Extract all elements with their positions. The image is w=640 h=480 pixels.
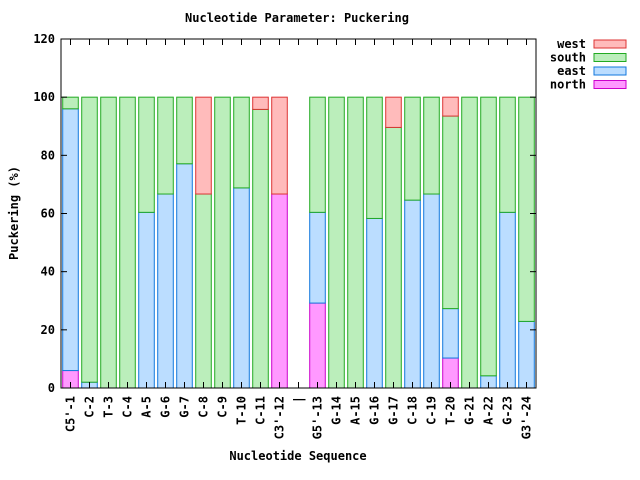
bar-south bbox=[195, 193, 212, 389]
x-tick-label: C-8 bbox=[197, 396, 211, 418]
x-tick-label: G-21 bbox=[463, 396, 477, 425]
bar-east bbox=[138, 211, 155, 389]
legend-swatch-north bbox=[593, 80, 627, 89]
x-tick-label: T-10 bbox=[235, 396, 249, 425]
bar-east bbox=[518, 320, 535, 389]
x-tick-label: C-11 bbox=[254, 396, 268, 425]
legend-label-south: south bbox=[550, 51, 586, 65]
bar-east bbox=[233, 187, 250, 389]
bar-west bbox=[385, 96, 402, 128]
y-tick-label: 40 bbox=[41, 265, 55, 279]
y-axis-title: Puckering (%) bbox=[7, 166, 21, 260]
bar-south bbox=[499, 96, 516, 213]
x-tick-label: G3'-24 bbox=[520, 396, 534, 439]
bar-north bbox=[271, 193, 288, 389]
bar-east bbox=[499, 211, 516, 389]
x-tick-label: G-16 bbox=[368, 396, 382, 425]
legend-label-north: north bbox=[550, 78, 586, 92]
x-tick-label: C-18 bbox=[406, 396, 420, 425]
bar-south bbox=[176, 96, 193, 165]
bar-south bbox=[442, 115, 459, 310]
legend-swatch-south bbox=[593, 53, 627, 62]
bar-south bbox=[480, 96, 497, 377]
y-tick-label: 60 bbox=[41, 207, 55, 221]
x-tick-label: G-14 bbox=[330, 396, 344, 425]
bar-south bbox=[119, 96, 136, 389]
bar-east bbox=[423, 193, 440, 389]
bar-south bbox=[214, 96, 231, 389]
bar-east bbox=[404, 199, 421, 389]
x-tick-label: | bbox=[292, 396, 306, 403]
bar-south bbox=[347, 96, 364, 389]
y-tick-label: 120 bbox=[33, 32, 55, 46]
x-tick-label: C5'-1 bbox=[64, 396, 78, 432]
legend-swatch-west bbox=[593, 39, 627, 49]
x-tick-label: C-9 bbox=[216, 396, 230, 418]
bar-south bbox=[62, 96, 79, 110]
bar-west bbox=[195, 96, 212, 195]
bar-east bbox=[366, 217, 383, 389]
x-axis-title: Nucleotide Sequence bbox=[229, 449, 366, 463]
bar-south bbox=[518, 96, 535, 322]
bar-south bbox=[252, 108, 269, 389]
x-tick-label: C3'-12 bbox=[273, 396, 287, 439]
y-axis: 0 20 40 60 80 100 120 bbox=[33, 32, 536, 395]
x-tick-label: A-5 bbox=[140, 396, 154, 418]
bar-south bbox=[100, 96, 117, 389]
legend-swatch-east bbox=[593, 66, 627, 76]
plot-area bbox=[62, 96, 535, 389]
x-tick-label: G-23 bbox=[501, 396, 515, 425]
chart-title: Nucleotide Parameter: Puckering bbox=[185, 11, 409, 25]
x-tick-label: C-2 bbox=[83, 396, 97, 418]
bar-south bbox=[366, 96, 383, 219]
legend-label-east: east bbox=[557, 64, 586, 78]
y-tick-label: 0 bbox=[48, 381, 55, 395]
x-tick-label: G-7 bbox=[178, 396, 192, 418]
bar-east bbox=[442, 308, 459, 359]
x-tick-label: T-3 bbox=[102, 396, 116, 418]
bar-south bbox=[385, 126, 402, 389]
x-tick-label: G-17 bbox=[387, 396, 401, 425]
y-tick-label: 20 bbox=[41, 323, 55, 337]
bar-south bbox=[81, 96, 98, 383]
bar-south bbox=[404, 96, 421, 201]
bar-south bbox=[157, 96, 174, 195]
bar-north bbox=[309, 302, 326, 389]
bar-south bbox=[461, 96, 478, 389]
bar-south bbox=[423, 96, 440, 195]
bar-east bbox=[176, 163, 193, 389]
bar-south bbox=[328, 96, 345, 389]
x-axis: C5'-1 C-2 T-3 C-4 A-5 G-6 G-7 C-8 C-9 T-10 C-11 C3'… bbox=[64, 39, 534, 439]
x-tick-label: T-20 bbox=[444, 396, 458, 425]
x-tick-label: A-22 bbox=[482, 396, 496, 425]
x-tick-label: C-19 bbox=[425, 396, 439, 425]
y-tick-label: 100 bbox=[33, 90, 55, 104]
bar-east bbox=[309, 211, 326, 304]
x-tick-label: G5'-13 bbox=[311, 396, 325, 439]
bar-south bbox=[233, 96, 250, 189]
x-tick-label: A-15 bbox=[349, 396, 363, 425]
bar-west bbox=[442, 96, 459, 117]
bar-south bbox=[309, 96, 326, 213]
bar-east bbox=[157, 193, 174, 389]
y-tick-label: 80 bbox=[41, 148, 55, 162]
bar-south bbox=[138, 96, 155, 213]
bar-west bbox=[271, 96, 288, 195]
bar-east bbox=[62, 108, 79, 372]
x-tick-label: G-6 bbox=[159, 396, 173, 418]
x-tick-label: C-4 bbox=[121, 396, 135, 418]
bar-west bbox=[252, 96, 269, 110]
legend-label-west: west bbox=[557, 37, 586, 51]
